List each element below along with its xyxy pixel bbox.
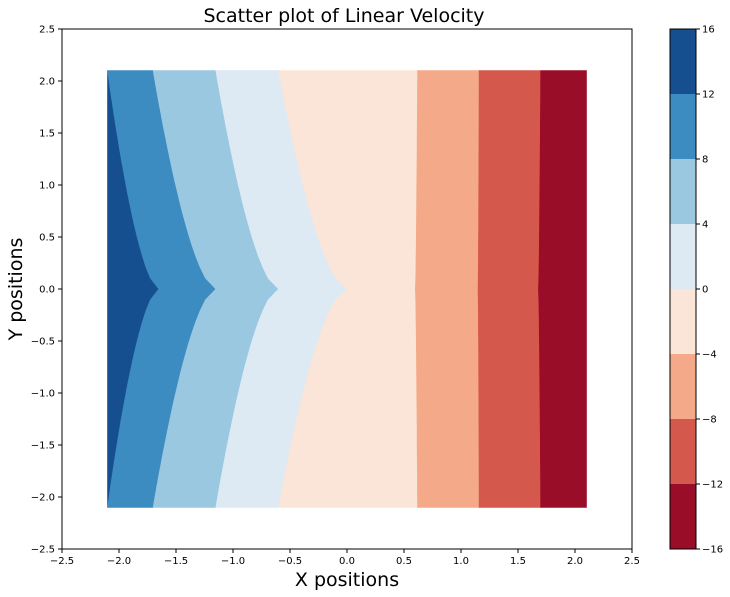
colorbar-tick-label: 4 bbox=[702, 220, 708, 231]
colorbar-segment bbox=[670, 419, 696, 484]
colorbar-tick-label: −8 bbox=[702, 415, 717, 426]
contour-band bbox=[414, 70, 480, 508]
y-axis-label: Y positions bbox=[5, 238, 27, 342]
contour-band bbox=[477, 70, 542, 508]
chart-title: Scatter plot of Linear Velocity bbox=[203, 5, 484, 27]
y-tick-label: 2.0 bbox=[39, 77, 55, 88]
colorbar-tick-label: 16 bbox=[702, 25, 715, 36]
colorbar-tick-label: 12 bbox=[702, 90, 715, 101]
colorbar-tick-label: −16 bbox=[702, 545, 723, 556]
y-tick-label: 2.5 bbox=[39, 25, 55, 36]
colorbar-tick-label: −12 bbox=[702, 480, 723, 491]
y-tick-label: −2.5 bbox=[31, 545, 55, 556]
y-tick-label: 0.0 bbox=[39, 285, 55, 296]
y-tick-label: −2.0 bbox=[31, 493, 55, 504]
x-axis-label: X positions bbox=[295, 569, 399, 591]
colorbar-segment bbox=[670, 289, 696, 354]
colorbar-segment bbox=[670, 224, 696, 289]
x-axis: −2.5 −2.0 −1.5 −1.0 −0.5 0.0 0.5 1.0 1.5 2.0 2.5 bbox=[50, 549, 640, 567]
x-tick-label: −1.0 bbox=[221, 556, 245, 567]
colorbar-tick-label: 0 bbox=[702, 285, 708, 296]
y-tick-label: 0.5 bbox=[39, 233, 55, 244]
x-tick-label: 1.0 bbox=[453, 556, 469, 567]
y-axis: −2.5 −2.0 −1.5 −1.0 −0.5 0.0 0.5 1.0 1.5 2.0 2.5 bbox=[31, 25, 62, 556]
colorbar-tick-label: −4 bbox=[702, 350, 717, 361]
colorbar-segment bbox=[670, 484, 696, 549]
y-tick-label: −1.0 bbox=[31, 389, 55, 400]
x-tick-label: 0.0 bbox=[339, 556, 355, 567]
colorbar-segment bbox=[670, 94, 696, 159]
y-tick-label: 1.0 bbox=[39, 181, 55, 192]
y-tick-label: −1.5 bbox=[31, 441, 55, 452]
colorbar-segment bbox=[670, 29, 696, 94]
x-tick-label: −2.5 bbox=[50, 556, 74, 567]
colorbar-segment bbox=[670, 159, 696, 224]
x-tick-label: 2.5 bbox=[624, 556, 640, 567]
x-tick-label: −0.5 bbox=[278, 556, 302, 567]
plot-area bbox=[107, 70, 587, 508]
colorbar-segment bbox=[670, 354, 696, 419]
x-tick-label: −1.5 bbox=[164, 556, 188, 567]
colorbar: −16 −12 −8 −4 0 4 8 12 16 bbox=[669, 25, 723, 556]
colorbar-tick-label: 8 bbox=[702, 155, 708, 166]
y-tick-label: 1.5 bbox=[39, 129, 55, 140]
x-tick-label: −2.0 bbox=[107, 556, 131, 567]
x-tick-label: 2.0 bbox=[567, 556, 583, 567]
y-tick-label: −0.5 bbox=[31, 337, 55, 348]
x-tick-label: 0.5 bbox=[396, 556, 412, 567]
x-tick-label: 1.5 bbox=[510, 556, 526, 567]
contour-band bbox=[538, 70, 587, 508]
